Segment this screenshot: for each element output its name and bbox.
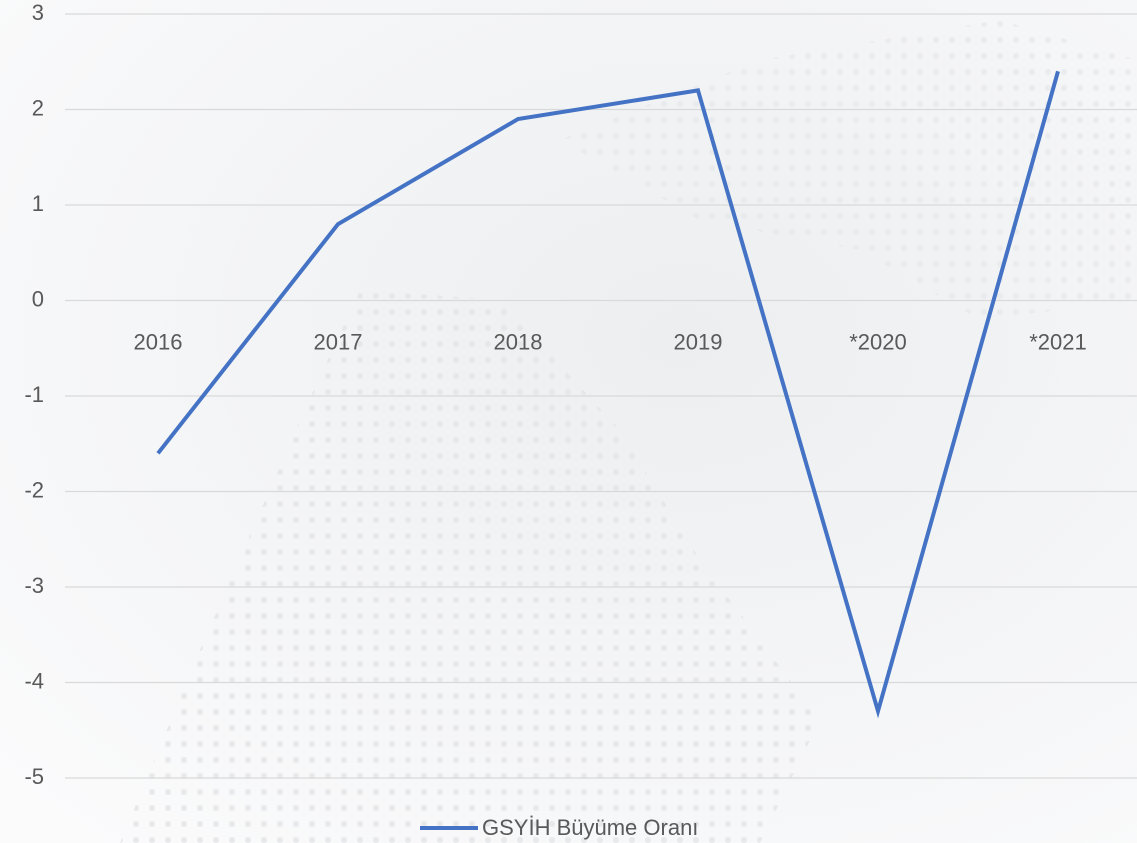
y-tick-label: 3 xyxy=(32,0,44,25)
series-line xyxy=(156,70,1060,719)
x-tick-label: 2016 xyxy=(134,329,183,354)
y-tick-label: 0 xyxy=(32,286,44,311)
y-tick-label: -3 xyxy=(24,573,44,598)
legend-label: GSYİH Büyüme Oranı xyxy=(482,815,698,840)
x-tick-label: 2019 xyxy=(674,329,723,354)
background-map xyxy=(120,290,820,843)
x-tick-label: *2021 xyxy=(1029,329,1087,354)
y-tick-label: -1 xyxy=(24,382,44,407)
x-tick-label: 2018 xyxy=(494,329,543,354)
legend: GSYİH Büyüme Oranı xyxy=(420,815,698,840)
y-tick-label: 2 xyxy=(32,95,44,120)
y-tick-label: -4 xyxy=(24,668,44,693)
x-tick-label: *2020 xyxy=(849,329,907,354)
y-tick-label: 1 xyxy=(32,191,44,216)
y-tick-label: -5 xyxy=(24,764,44,789)
y-tick-label: -2 xyxy=(24,477,44,502)
x-tick-label: 2017 xyxy=(314,329,363,354)
background-map xyxy=(560,20,1137,320)
